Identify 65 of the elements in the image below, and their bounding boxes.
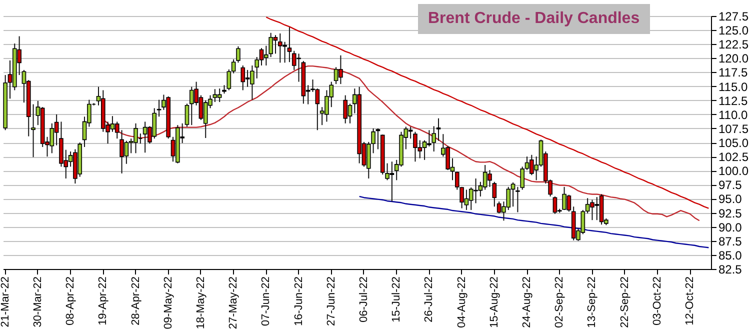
candlestick [376, 128, 380, 150]
x-tick-label: 12-Oct-22 [684, 276, 696, 326]
candlestick [287, 26, 292, 63]
y-tick-label: 90.0 [718, 220, 742, 234]
y-tick-label: 82.5 [718, 262, 742, 276]
candlestick [54, 114, 59, 146]
x-tick-label: 08-Apr-22 [64, 276, 77, 326]
candlestick [520, 166, 525, 190]
x-tick-label: 13-Sep-22 [586, 276, 598, 328]
candlestick [212, 88, 218, 103]
candlestick [432, 126, 436, 152]
y-tick-label: 85.0 [718, 248, 742, 262]
candlestick [492, 181, 497, 208]
chart-title: Brent Crude - Daily Candles [418, 4, 650, 34]
y-tick-label: 105.0 [718, 136, 749, 150]
candlestick [226, 68, 232, 91]
x-tick-label: 04-Aug-22 [456, 276, 468, 328]
y-tick-label: 117.5 [718, 66, 748, 80]
line-series [102, 65, 700, 222]
y-tick-label: 110.0 [718, 108, 748, 122]
x-tick-label: 07-Jun-22 [260, 276, 272, 326]
x-tick-label: 24-Aug-22 [521, 276, 534, 328]
y-tick-label: 112.5 [718, 94, 748, 108]
candlestick [408, 126, 413, 140]
x-tick-label: 21-Mar-22 [0, 276, 12, 328]
x-tick-label: 06-Jul-22 [358, 276, 370, 322]
y-tick-label: 127.5 [718, 10, 749, 24]
candlestick [236, 46, 240, 64]
y-tick-label: 95.0 [718, 192, 742, 206]
x-tick-label: 09-May-22 [162, 276, 174, 330]
x-tick-label: 30-Mar-22 [32, 276, 44, 328]
x-tick-label: 18-May-22 [194, 276, 207, 330]
y-tick-label: 97.5 [718, 178, 742, 192]
x-tick-label: 15-Aug-22 [488, 276, 500, 328]
x-tick-label: 16-Jun-22 [292, 276, 305, 326]
y-tick-label: 100.0 [718, 164, 749, 178]
candlestick [436, 118, 441, 142]
y-tick-label: 125.0 [718, 24, 749, 38]
y-tick-label: 122.5 [718, 38, 749, 52]
candlestick [31, 104, 36, 158]
y-tick-label: 87.5 [718, 234, 742, 248]
x-tick-label: 03-Oct-22 [651, 276, 664, 326]
x-tick-label: 27-May-22 [228, 276, 240, 330]
x-tick-label: 26-Jul-22 [423, 276, 436, 322]
x-tick-label: 28-Apr-22 [130, 276, 142, 326]
candlestick [240, 64, 246, 91]
candlestick [231, 58, 236, 74]
candlestick [114, 121, 120, 140]
y-tick-label: 120.0 [718, 52, 749, 66]
candlestick [217, 88, 222, 103]
y-tick-label: 92.5 [718, 206, 742, 220]
y-tick-label: 115.0 [718, 80, 748, 94]
y-tick-label: 102.5 [718, 150, 749, 164]
y-tick-label: 107.5 [718, 122, 749, 136]
x-tick-label: 19-Apr-22 [97, 276, 110, 326]
line-series [358, 196, 710, 248]
x-tick-label: 27-Jun-22 [325, 276, 338, 326]
candlestick [516, 186, 520, 213]
candlestick [156, 99, 162, 118]
candlestick [184, 103, 190, 128]
x-tick-label: 22-Sep-22 [618, 276, 631, 328]
candlestick [371, 128, 376, 154]
x-tick-label: 02-Sep-22 [554, 276, 566, 328]
candlestick [343, 94, 348, 124]
x-tick-label: 15-Jul-22 [390, 276, 403, 322]
